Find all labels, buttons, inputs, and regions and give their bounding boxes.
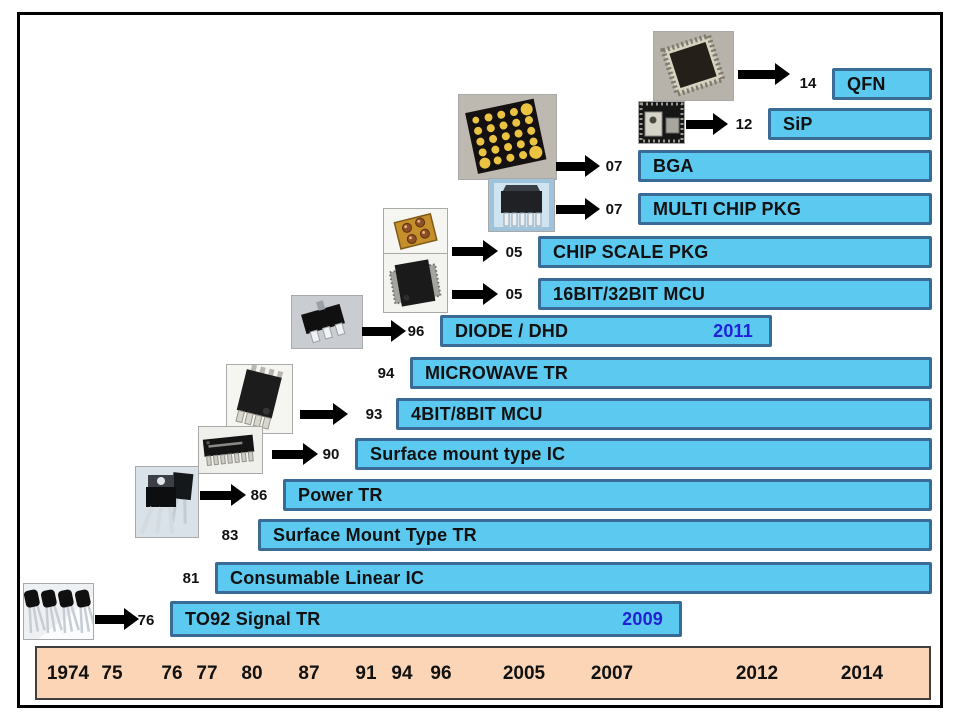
start-year-label: 12 <box>735 116 753 133</box>
chip-scale-package-photo <box>383 208 448 254</box>
start-year-label: 14 <box>799 75 817 92</box>
bar-label: TO92 Signal TR <box>185 608 321 629</box>
multi-chip-package-photo <box>488 178 555 232</box>
right-arrow-icon <box>300 403 348 425</box>
slide-border-frame <box>17 12 943 708</box>
axis-year-87: 87 <box>298 663 320 684</box>
right-arrow-icon <box>200 484 246 506</box>
bar-label: Surface mount type IC <box>370 443 566 464</box>
start-year-label: 76 <box>137 612 155 629</box>
right-arrow-icon <box>556 155 600 177</box>
bar-label: Power TR <box>298 484 383 505</box>
timeline-bar-multi-chip-pkg: MULTI CHIP PKG <box>638 193 932 225</box>
axis-year-2014: 2014 <box>840 663 884 684</box>
bar-label: MULTI CHIP PKG <box>653 198 802 219</box>
axis-year-2005: 2005 <box>502 663 546 684</box>
qfn-package-photo <box>653 31 734 101</box>
timeline-bar-microwave-tr: MICROWAVE TR <box>410 357 932 389</box>
bar-label: DIODE / DHD <box>455 320 569 341</box>
right-arrow-icon <box>452 240 498 262</box>
timeline-bar-to92-signal-tr: TO92 Signal TR 2009 <box>170 601 682 637</box>
axis-year-1974: 1974 <box>46 663 90 684</box>
bar-label: MICROWAVE TR <box>425 362 569 383</box>
axis-year-94: 94 <box>391 663 413 684</box>
right-arrow-icon <box>362 320 406 342</box>
right-arrow-icon <box>686 113 728 135</box>
axis-year-75: 75 <box>101 663 123 684</box>
milestone-year-label: 2009 <box>622 608 663 629</box>
bar-label: SiP <box>783 113 813 134</box>
bar-label: Consumable Linear IC <box>230 567 425 588</box>
to92-transistor-photo <box>23 583 94 640</box>
bar-label: Surface Mount Type TR <box>273 524 477 545</box>
timeline-bar-bga: BGA <box>638 150 932 182</box>
axis-year-96: 96 <box>430 663 452 684</box>
start-year-label: 93 <box>365 406 383 423</box>
bar-label: CHIP SCALE PKG <box>553 241 709 262</box>
timeline-bar-4bit-8bit-mcu: 4BIT/8BIT MCU <box>396 398 932 430</box>
year-axis-strip: 1974 75 76 77 80 87 91 94 96 2005 2007 2… <box>35 646 931 700</box>
axis-year-76: 76 <box>161 663 183 684</box>
axis-year-2012: 2012 <box>735 663 779 684</box>
start-year-label: 07 <box>605 201 623 218</box>
axis-year-77: 77 <box>196 663 218 684</box>
start-year-label: 86 <box>250 487 268 504</box>
bar-label: BGA <box>653 155 694 176</box>
start-year-label: 05 <box>505 286 523 303</box>
bar-label: 16BIT/32BIT MCU <box>553 283 706 304</box>
timeline-bar-power-tr: Power TR <box>283 479 932 511</box>
axis-year-2007: 2007 <box>590 663 634 684</box>
sot23-diode-photo <box>291 295 363 349</box>
start-year-label: 83 <box>221 527 239 544</box>
bar-label: 4BIT/8BIT MCU <box>411 403 543 424</box>
soic-ic-photo <box>198 426 263 474</box>
timeline-bar-diode-dhd: DIODE / DHD 2011 <box>440 315 772 347</box>
start-year-label: 90 <box>322 446 340 463</box>
axis-year-80: 80 <box>241 663 263 684</box>
milestone-year-label: 2011 <box>713 320 753 341</box>
timeline-bar-sip: SiP <box>768 108 932 140</box>
start-year-label: 94 <box>377 365 395 382</box>
qfp-mcu-photo <box>383 253 448 313</box>
soic8-mcu-photo <box>226 364 293 434</box>
timeline-bar-surface-mount-tr: Surface Mount Type TR <box>258 519 932 551</box>
right-arrow-icon <box>452 283 498 305</box>
sip-package-photo <box>638 101 685 144</box>
bar-label: QFN <box>847 73 886 94</box>
timeline-bar-chip-scale-pkg: CHIP SCALE PKG <box>538 236 932 268</box>
right-arrow-icon <box>95 608 139 630</box>
start-year-label: 96 <box>407 323 425 340</box>
start-year-label: 07 <box>605 158 623 175</box>
start-year-label: 05 <box>505 244 523 261</box>
timeline-bar-qfn: QFN <box>832 68 932 100</box>
right-arrow-icon <box>738 63 790 85</box>
timeline-bar-16bit-32bit-mcu: 16BIT/32BIT MCU <box>538 278 932 310</box>
timeline-bar-surface-mount-ic: Surface mount type IC <box>355 438 932 470</box>
right-arrow-icon <box>556 198 600 220</box>
to220-transistor-photo <box>135 466 199 538</box>
axis-year-91: 91 <box>355 663 377 684</box>
timeline-bar-consumable-linear-ic: Consumable Linear IC <box>215 562 932 594</box>
bga-package-photo <box>458 94 557 180</box>
start-year-label: 81 <box>182 570 200 587</box>
right-arrow-icon <box>272 443 318 465</box>
